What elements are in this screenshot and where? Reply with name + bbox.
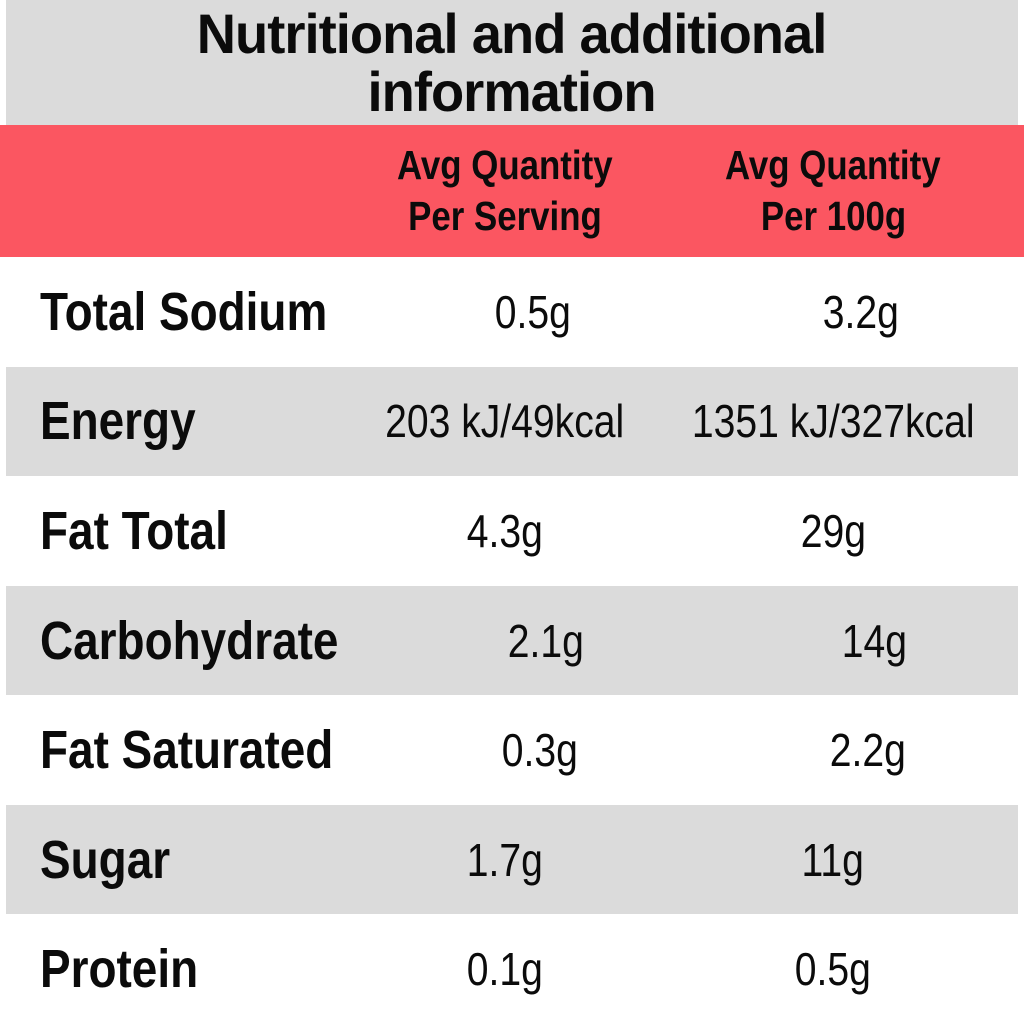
row-label-cell: Protein: [6, 938, 350, 1000]
per-100g-cell: 14g: [701, 614, 1024, 668]
per-serving-cell: 0.5g: [378, 285, 688, 339]
row-label: Carbohydrate: [40, 610, 339, 671]
per-100g-value: 29g: [800, 504, 866, 557]
per-100g-value: 1351 kJ/327kcal: [691, 395, 975, 448]
table-row-carbohydrate: Carbohydrate 2.1g 14g: [6, 585, 1018, 696]
row-label: Protein: [40, 939, 199, 1000]
per-100g-cell: 3.2g: [688, 285, 1024, 339]
page-title: Nutritional and additional information: [187, 5, 836, 119]
table-body: Total Sodium 0.5g 3.2g Energy 203 kJ/49k…: [0, 257, 1024, 1024]
row-label-cell: Carbohydrate: [6, 610, 391, 672]
per-100g-cell: 11g: [660, 833, 1006, 887]
per-100g-header-line-1: Avg Quantity: [725, 142, 941, 189]
row-label-cell: Fat Total: [6, 500, 350, 562]
per-100g-value: 3.2g: [822, 285, 900, 338]
page-title-line-2: information: [367, 59, 657, 123]
title-band: Nutritional and additional information: [6, 0, 1018, 125]
row-label-cell: Total Sodium: [6, 281, 378, 343]
per-100g-cell: 0.5g: [660, 942, 1006, 996]
per-serving-cell: 4.3g: [350, 504, 660, 558]
row-label: Fat Saturated: [40, 720, 334, 781]
per-100g-cell: 29g: [660, 504, 1006, 558]
table-row-protein: Protein 0.1g 0.5g: [6, 914, 1018, 1024]
table-row-sugar: Sugar 1.7g 11g: [6, 804, 1018, 915]
per-serving-value: 1.7g: [466, 833, 544, 886]
row-label: Total Sodium: [40, 281, 328, 342]
per-100g-value: 11g: [801, 833, 865, 886]
per-serving-cell: 203 kJ/49kcal: [350, 394, 660, 448]
table-row-total-sodium: Total Sodium 0.5g 3.2g: [6, 257, 1018, 367]
per-100g-cell: 2.2g: [695, 723, 1024, 777]
table-row-fat-total: Fat Total 4.3g 29g: [6, 476, 1018, 586]
per-serving-header-line-1: Avg Quantity: [397, 142, 613, 189]
per-serving-cell: 1.7g: [350, 833, 660, 887]
row-label: Fat Total: [40, 500, 228, 561]
row-label: Sugar: [40, 829, 171, 890]
per-100g-cell: 1351 kJ/327kcal: [660, 394, 1006, 448]
row-label-cell: Fat Saturated: [6, 719, 385, 781]
column-header-per-serving: Avg Quantity Per Serving: [350, 140, 660, 242]
per-serving-value: 0.3g: [502, 724, 579, 777]
per-serving-value: 2.1g: [508, 614, 585, 667]
per-100g-value: 2.2g: [830, 724, 907, 777]
per-serving-header-line-2: Per Serving: [408, 193, 602, 239]
column-header-per-100g: Avg Quantity Per 100g: [660, 140, 1006, 242]
per-serving-value: 203 kJ/49kcal: [385, 395, 625, 448]
per-100g-value: 0.5g: [794, 943, 872, 996]
per-serving-cell: 0.3g: [385, 723, 695, 777]
row-label-cell: Energy: [6, 390, 350, 452]
per-serving-value: 0.5g: [494, 285, 572, 338]
row-label: Energy: [40, 391, 196, 452]
table-row-fat-saturated: Fat Saturated 0.3g 2.2g: [6, 695, 1018, 805]
per-serving-cell: 0.1g: [350, 942, 660, 996]
per-100g-value: 14g: [841, 614, 907, 667]
table-header: Avg Quantity Per Serving Avg Quantity Pe…: [0, 125, 1024, 257]
per-serving-cell: 2.1g: [391, 614, 701, 668]
per-serving-value: 4.3g: [466, 504, 544, 557]
per-serving-value: 0.1g: [466, 943, 544, 996]
table-row-energy: Energy 203 kJ/49kcal 1351 kJ/327kcal: [6, 366, 1018, 477]
page-title-line-1: Nutritional and additional: [197, 2, 828, 66]
row-label-cell: Sugar: [6, 829, 350, 891]
per-100g-header-line-2: Per 100g: [760, 193, 906, 239]
